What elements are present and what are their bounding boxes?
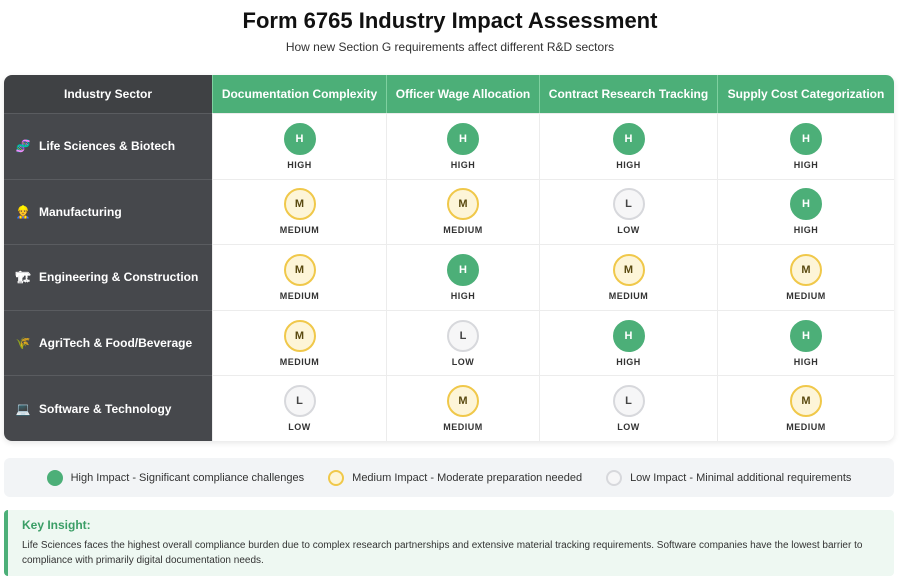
impact-cell: H HIGH — [539, 113, 717, 179]
impact-cell: L LOW — [386, 309, 539, 376]
impact-cell: M MEDIUM — [212, 244, 386, 310]
impact-badge: H — [447, 122, 479, 155]
column-header: Officer Wage Allocation — [386, 75, 539, 113]
impact-level-label: HIGH — [616, 356, 641, 367]
row-header: 🏗 Engineering & Construction — [4, 244, 212, 310]
impact-level-label: HIGH — [793, 356, 819, 367]
impact-level-label: MEDIUM — [786, 422, 826, 433]
page-title: Form 6765 Industry Impact Assessment — [242, 8, 658, 33]
legend: High Impact - Significant compliance cha… — [4, 458, 894, 497]
impact-cell: H HIGH — [717, 178, 894, 245]
impact-cell: H HIGH — [717, 113, 894, 179]
column-header: Contract Research Tracking — [539, 75, 717, 113]
row-header: 💻 Software & Technology — [4, 375, 212, 441]
impact-cell: M MEDIUM — [717, 244, 894, 310]
medium-impact-dot-icon — [328, 469, 345, 486]
legend-label-medium: Medium Impact - Moderate preparation nee… — [352, 471, 583, 484]
legend-label-low: Low Impact - Minimal additional requirem… — [630, 471, 852, 484]
impact-badge: H — [790, 319, 822, 352]
impact-level-label: LOW — [617, 422, 640, 433]
page-subtitle: How new Section G requirements affect di… — [285, 40, 615, 54]
impact-badge: H — [790, 188, 822, 221]
impact-level-label: MEDIUM — [443, 225, 483, 236]
impact-level-label: MEDIUM — [786, 290, 826, 301]
impact-cell: M MEDIUM — [212, 178, 386, 245]
impact-badge: M — [612, 253, 645, 286]
impact-badge: L — [447, 319, 479, 352]
impact-badge: M — [283, 319, 316, 352]
dna-icon: 🧬 — [15, 139, 31, 154]
impact-level-label: HIGH — [793, 225, 819, 236]
impact-cell: M MEDIUM — [717, 375, 894, 441]
impact-level-label: LOW — [617, 225, 640, 236]
legend-item-medium: Medium Impact - Moderate preparation nee… — [328, 469, 583, 486]
sector-label: Engineering & Construction — [39, 270, 199, 285]
sector-label: Software & Technology — [39, 401, 172, 416]
impact-cell: M MEDIUM — [212, 309, 386, 376]
column-header: Documentation Complexity — [212, 75, 386, 113]
factory-workers-icon: 👷 — [15, 204, 31, 219]
impact-level-label: HIGH — [287, 159, 312, 170]
impact-badge: M — [283, 253, 316, 286]
row-header: 🧬 Life Sciences & Biotech — [4, 113, 212, 179]
impact-badge: L — [283, 385, 316, 418]
legend-label-high: High Impact - Significant compliance cha… — [70, 471, 305, 484]
impact-level-label: HIGH — [793, 159, 819, 170]
key-insight-box: Key Insight: Life Sciences faces the hig… — [4, 510, 894, 576]
impact-badge: H — [612, 319, 645, 352]
impact-badge: M — [283, 188, 316, 221]
impact-cell: L LOW — [539, 375, 717, 441]
key-insight-title: Key Insight: — [22, 518, 91, 532]
laptop-icon: 💻 — [15, 401, 31, 416]
impact-level-label: LOW — [288, 422, 311, 433]
sector-label: Life Sciences & Biotech — [39, 139, 176, 154]
impact-cell: H HIGH — [212, 113, 386, 179]
row-header: 🌾 AgriTech & Food/Beverage — [4, 309, 212, 376]
corner-header: Industry Sector — [4, 75, 212, 113]
impact-cell: H HIGH — [539, 309, 717, 376]
impact-level-label: MEDIUM — [279, 290, 320, 301]
impact-badge: H — [612, 122, 645, 155]
impact-badge: L — [612, 385, 645, 418]
impact-level-label: MEDIUM — [443, 422, 483, 433]
sector-label: AgriTech & Food/Beverage — [39, 336, 193, 351]
impact-cell: M MEDIUM — [386, 375, 539, 441]
impact-level-label: MEDIUM — [608, 290, 649, 301]
impact-cell: L LOW — [539, 178, 717, 245]
impact-level-label: MEDIUM — [279, 356, 320, 367]
impact-badge: M — [447, 385, 479, 418]
crane-icon: 🏗 — [15, 270, 31, 285]
column-header: Supply Cost Categorization — [717, 75, 894, 113]
high-impact-dot-icon — [46, 469, 63, 486]
impact-cell: H HIGH — [386, 244, 539, 310]
impact-level-label: LOW — [451, 356, 475, 367]
impact-level-label: HIGH — [450, 159, 476, 170]
impact-level-label: MEDIUM — [279, 225, 320, 236]
wheat-icon: 🌾 — [15, 336, 31, 351]
low-impact-dot-icon — [606, 469, 623, 486]
impact-badge: M — [790, 253, 822, 286]
impact-badge: H — [447, 253, 479, 286]
impact-cell: L LOW — [212, 375, 386, 441]
impact-badge: H — [790, 122, 822, 155]
sector-label: Manufacturing — [39, 204, 122, 219]
impact-badge: H — [283, 122, 316, 155]
impact-matrix: Industry Sector Documentation Complexity… — [4, 75, 894, 441]
impact-cell: M MEDIUM — [539, 244, 717, 310]
impact-badge: M — [790, 385, 822, 418]
legend-item-high: High Impact - Significant compliance cha… — [46, 469, 305, 486]
legend-item-low: Low Impact - Minimal additional requirem… — [606, 469, 852, 486]
impact-cell: M MEDIUM — [386, 178, 539, 245]
impact-cell: H HIGH — [717, 309, 894, 376]
impact-badge: M — [447, 188, 479, 221]
impact-cell: H HIGH — [386, 113, 539, 179]
impact-badge: L — [612, 188, 645, 221]
key-insight-text: Life Sciences faces the highest overall … — [22, 540, 863, 566]
impact-level-label: HIGH — [616, 159, 641, 170]
impact-level-label: HIGH — [450, 290, 476, 301]
row-header: 👷 Manufacturing — [4, 178, 212, 245]
